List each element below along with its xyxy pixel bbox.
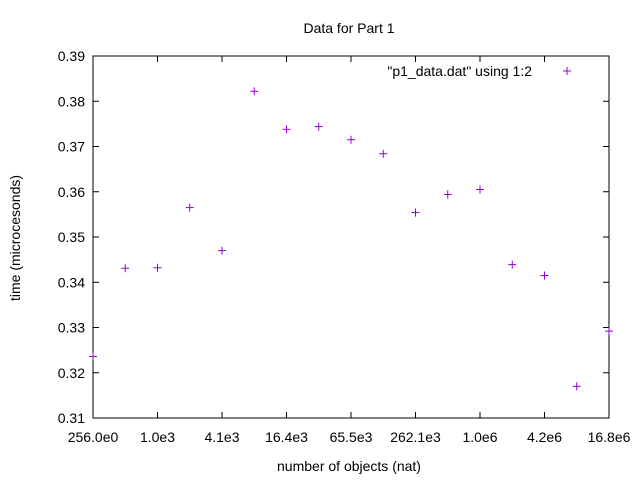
data-point xyxy=(89,352,97,361)
y-tick-label: 0.38 xyxy=(58,93,85,109)
y-tick-label: 0.37 xyxy=(58,139,85,155)
x-tick-label: 1.0e6 xyxy=(462,429,497,445)
x-tick-label: 262.1e3 xyxy=(390,429,441,445)
data-point xyxy=(282,125,291,134)
x-tick-label: 1.0e3 xyxy=(140,429,175,445)
x-tick-label: 4.1e3 xyxy=(204,429,239,445)
x-axis-label: number of objects (nat) xyxy=(277,458,421,474)
data-point xyxy=(121,264,130,273)
axes xyxy=(92,55,610,419)
data-point xyxy=(185,203,194,212)
y-tick-label: 0.31 xyxy=(58,410,85,426)
x-tick-label: 256.0e0 xyxy=(68,429,119,445)
data-point xyxy=(411,208,420,217)
data-point xyxy=(250,87,259,96)
x-tick-label: 16.8e6 xyxy=(588,429,631,445)
y-tick-label: 0.34 xyxy=(58,274,85,290)
tick-marks xyxy=(92,55,610,419)
data-point xyxy=(314,122,323,131)
data-point xyxy=(508,260,517,269)
data-point xyxy=(476,185,484,194)
y-axis-label: time (microcesonds) xyxy=(7,175,23,301)
chart-title: Data for Part 1 xyxy=(303,20,394,36)
legend-marker xyxy=(563,67,571,75)
data-point xyxy=(443,190,452,199)
data-point xyxy=(572,382,581,391)
x-tick-label: 65.5e3 xyxy=(330,429,373,445)
x-tick-label: 4.2e6 xyxy=(527,429,562,445)
data-point xyxy=(540,271,549,280)
data-point xyxy=(153,263,162,272)
x-tick-label: 16.4e3 xyxy=(265,429,308,445)
data-point xyxy=(347,135,355,144)
y-tick-label: 0.39 xyxy=(58,48,85,64)
y-tick-label: 0.32 xyxy=(58,365,85,381)
data-point xyxy=(218,246,226,255)
y-tick-label: 0.36 xyxy=(58,184,85,200)
y-tick-label: 0.33 xyxy=(58,320,85,336)
data-point xyxy=(605,327,613,336)
tick-labels: 0.31 0.32 0.33 0.34 0.35 0.36 0.37 0.38 0.39 256.… xyxy=(58,48,631,445)
plot-frame xyxy=(92,55,610,419)
y-tick-label: 0.35 xyxy=(58,229,85,245)
legend-label: "p1_data.dat" using 1:2 xyxy=(387,63,532,79)
data-point xyxy=(379,149,388,158)
data-points xyxy=(89,87,613,391)
legend: "p1_data.dat" using 1:2 xyxy=(387,63,571,79)
